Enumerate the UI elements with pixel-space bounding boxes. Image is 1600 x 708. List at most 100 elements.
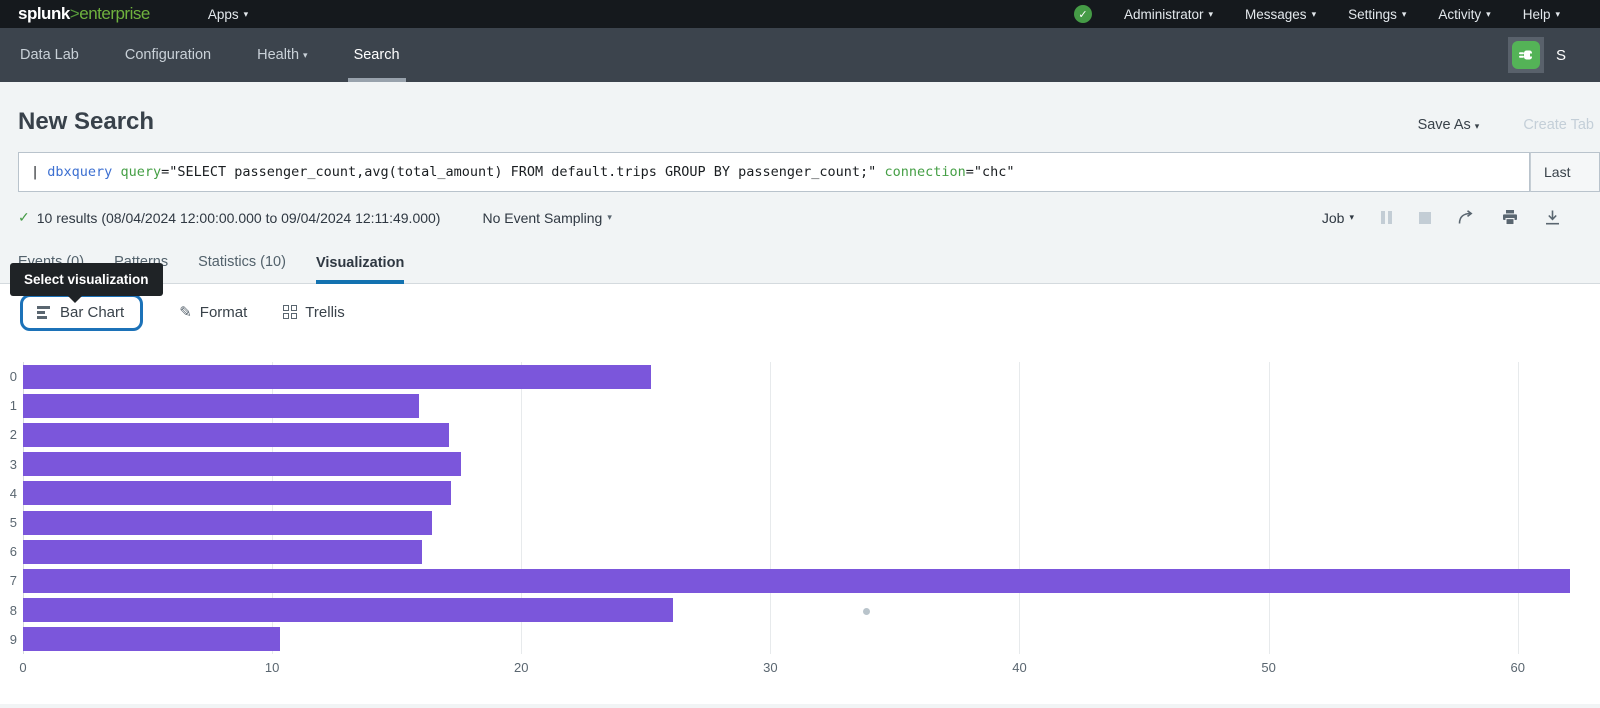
bar-track: [23, 568, 1580, 593]
bar-row: 1: [2, 391, 1580, 420]
x-tick-label: 40: [1012, 659, 1027, 675]
health-status-icon[interactable]: ✓: [1073, 5, 1092, 23]
y-tick-label: 5: [9, 515, 17, 531]
x-tick-label: 20: [514, 659, 529, 675]
chevron-down-icon: ▾: [607, 212, 612, 222]
query-token: |: [31, 164, 48, 180]
query-token: dbxquery: [47, 164, 113, 180]
nav-item-configuration[interactable]: Configuration: [124, 47, 212, 63]
bar-track: [23, 598, 1580, 623]
select-visualization-tooltip: Select visualization: [10, 263, 163, 303]
pagination-dot[interactable]: [863, 608, 870, 615]
bar-track: [23, 393, 1580, 418]
gridline: [23, 362, 24, 654]
bar[interactable]: [23, 481, 452, 506]
menu-activity[interactable]: Activity ▾: [1438, 6, 1491, 22]
x-axis: 0 10 20 30 40 50 60: [19, 654, 1580, 678]
format-button[interactable]: ✎ Format: [179, 303, 248, 322]
bar[interactable]: [23, 452, 462, 477]
splunk-logo[interactable]: splunk>enterprise: [18, 4, 150, 23]
event-sampling-menu[interactable]: No Event Sampling ▾: [482, 209, 612, 226]
menu-messages[interactable]: Messages ▾: [1245, 6, 1317, 22]
share-icon[interactable]: [1458, 210, 1475, 225]
menu-administrator[interactable]: Administrator ▾: [1123, 6, 1214, 22]
chevron-down-icon: ▾: [243, 8, 249, 19]
bar-row: 4: [2, 479, 1580, 508]
search-input[interactable]: | dbxquery query="SELECT passenger_count…: [18, 152, 1530, 192]
bar-track: [23, 510, 1580, 535]
time-range-picker[interactable]: Last: [1530, 152, 1600, 192]
save-as-button[interactable]: Save As ▾: [1417, 117, 1480, 133]
trellis-button[interactable]: Trellis: [283, 304, 345, 321]
y-tick-label: 4: [9, 485, 17, 501]
pause-icon[interactable]: [1381, 211, 1392, 224]
page-header: New Search Save As ▾ Create Tab: [0, 82, 1600, 152]
bar-track: [23, 481, 1580, 506]
bar-row: 3: [2, 450, 1580, 479]
y-tick-label: 2: [9, 427, 17, 443]
nav-item-health[interactable]: Health ▾: [257, 28, 307, 82]
chart-gridlines: [23, 362, 1580, 654]
trellis-grid-icon: [283, 305, 298, 319]
menu-settings[interactable]: Settings ▾: [1348, 6, 1407, 22]
bar[interactable]: [23, 364, 651, 389]
bar[interactable]: [23, 568, 1571, 593]
pencil-icon: ✎: [179, 304, 192, 321]
bar[interactable]: [23, 539, 422, 564]
bar-row: 0: [2, 362, 1580, 391]
bar-track: [23, 627, 1580, 652]
y-tick-label: 3: [9, 456, 17, 472]
results-summary: 10 results (08/04/2024 12:00:00.000 to 0…: [36, 209, 441, 226]
gridline: [521, 362, 523, 654]
nav-item-search[interactable]: Search: [347, 28, 406, 82]
query-token: ="chc": [965, 164, 1015, 180]
top-bar: splunk>enterprise Apps ▾ ✓ Administrator…: [0, 0, 1600, 28]
bar-track: [23, 364, 1580, 389]
apps-menu[interactable]: Apps ▾: [208, 7, 248, 22]
gridline: [1019, 362, 1021, 654]
x-tick-label: 0: [19, 659, 27, 675]
menu-help[interactable]: Help ▾: [1522, 6, 1560, 22]
job-done-check-icon: ✓: [18, 209, 30, 225]
download-icon[interactable]: [1545, 210, 1560, 225]
bar[interactable]: [23, 393, 420, 418]
chevron-down-icon: ▾: [303, 50, 308, 60]
bar[interactable]: [23, 627, 280, 652]
bar-track: [23, 422, 1580, 447]
gridline: [770, 362, 772, 654]
y-tick-label: 8: [9, 602, 17, 618]
stop-icon[interactable]: [1419, 211, 1431, 224]
query-token: ="SELECT passenger_count,avg(total_amoun…: [161, 164, 885, 180]
chevron-down-icon: ▾: [1555, 8, 1560, 19]
bar-track: [23, 452, 1580, 477]
gridline: [1517, 362, 1519, 654]
results-tabs: Events (0) Patterns Statistics (10) Visu…: [0, 239, 1600, 284]
bar-row: 8: [2, 596, 1580, 625]
bar-track: [23, 539, 1580, 564]
tab-statistics[interactable]: Statistics (10): [198, 254, 286, 270]
bar-chart-icon: [37, 305, 51, 319]
x-tick-label: 30: [763, 659, 778, 675]
x-tick-label: 10: [264, 659, 280, 675]
app-identity[interactable]: S: [1507, 37, 1600, 73]
job-menu[interactable]: Job ▾: [1321, 209, 1354, 226]
chevron-down-icon: ▾: [1474, 121, 1480, 131]
y-tick-label: 0: [9, 369, 17, 385]
bar[interactable]: [23, 422, 449, 447]
print-icon[interactable]: [1502, 210, 1518, 225]
top-right-menus: ✓ Administrator ▾ Messages ▾ Settings ▾ Act…: [1073, 5, 1560, 23]
chevron-down-icon: ▾: [1486, 8, 1491, 19]
page-title: New Search: [18, 108, 155, 135]
chevron-down-icon: ▾: [1311, 8, 1317, 19]
query-token: connection: [884, 164, 966, 180]
y-tick-label: 1: [9, 398, 17, 414]
create-table-button[interactable]: Create Tab: [1523, 117, 1594, 133]
job-status-bar: ✓ 10 results (08/04/2024 12:00:00.000 to…: [0, 192, 1600, 239]
tab-visualization[interactable]: Visualization: [315, 255, 405, 284]
nav-item-data-lab[interactable]: Data Lab: [20, 47, 79, 63]
app-nav-bar: Data Lab Configuration Health ▾ Search S: [0, 28, 1600, 82]
search-query-text: | dbxquery query="SELECT passenger_count…: [31, 164, 1015, 180]
bar[interactable]: [23, 510, 432, 535]
bar[interactable]: [23, 598, 674, 623]
